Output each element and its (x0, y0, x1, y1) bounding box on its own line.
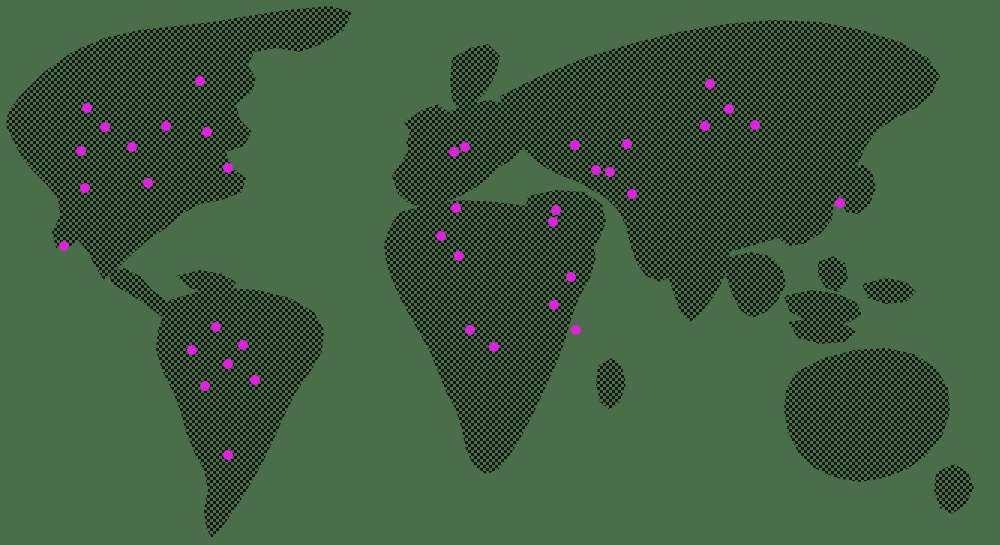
marker-as-02[interactable] (724, 104, 734, 114)
marker-eu-02[interactable] (460, 142, 470, 152)
marker-ru-05[interactable] (627, 189, 637, 199)
marker-na-09[interactable] (80, 183, 90, 193)
marker-me-02[interactable] (548, 217, 558, 227)
marker-af-05[interactable] (465, 325, 475, 335)
marker-sa-03[interactable] (238, 340, 248, 350)
marker-as-01[interactable] (705, 79, 715, 89)
marker-sa-07[interactable] (223, 450, 233, 460)
marker-na-04[interactable] (202, 127, 212, 137)
marker-ru-02[interactable] (622, 139, 632, 149)
marker-af-04[interactable] (549, 300, 559, 310)
marker-as-03[interactable] (700, 121, 710, 131)
marker-sa-02[interactable] (187, 345, 197, 355)
marker-sa-05[interactable] (250, 375, 260, 385)
marker-ru-01[interactable] (570, 140, 580, 150)
marker-af-06[interactable] (489, 342, 499, 352)
marker-ru-03[interactable] (591, 165, 601, 175)
marker-as-05[interactable] (835, 198, 845, 208)
marker-na-05[interactable] (100, 122, 110, 132)
marker-na-01[interactable] (195, 76, 205, 86)
marker-eu-03[interactable] (451, 203, 461, 213)
marker-af-07[interactable] (571, 325, 581, 335)
marker-af-02[interactable] (454, 251, 464, 261)
marker-na-02[interactable] (82, 103, 92, 113)
marker-af-03[interactable] (566, 272, 576, 282)
marker-sa-06[interactable] (200, 381, 210, 391)
marker-me-01[interactable] (551, 205, 561, 215)
marker-na-06[interactable] (76, 146, 86, 156)
marker-sa-01[interactable] (211, 322, 221, 332)
marker-sa-04[interactable] (223, 359, 233, 369)
marker-na-03[interactable] (161, 121, 171, 131)
marker-na-07[interactable] (127, 142, 137, 152)
marker-na-10[interactable] (143, 178, 153, 188)
marker-af-01[interactable] (436, 231, 446, 241)
marker-eu-01[interactable] (449, 147, 459, 157)
marker-as-04[interactable] (750, 120, 760, 130)
marker-ru-04[interactable] (605, 167, 615, 177)
marker-na-11[interactable] (59, 241, 69, 251)
marker-na-08[interactable] (223, 163, 233, 173)
